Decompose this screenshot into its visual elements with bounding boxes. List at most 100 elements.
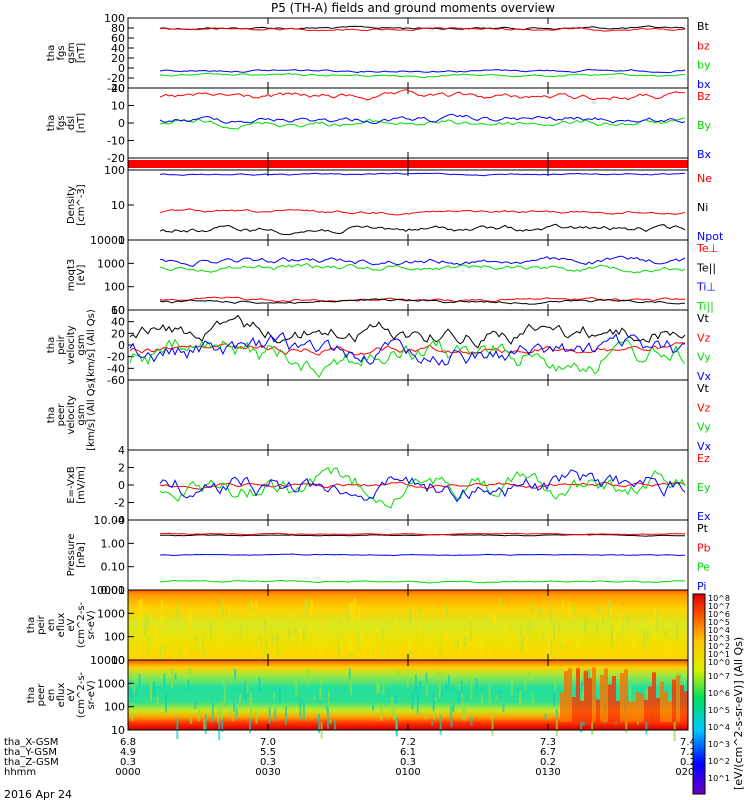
y-axis-label: sr-eV) xyxy=(86,680,97,709)
x-row-value: 6.7 xyxy=(540,747,556,758)
series-line-bz xyxy=(159,26,686,32)
spectrogram-texture xyxy=(133,685,136,695)
spectrogram-texture xyxy=(187,680,190,690)
spectrogram-texture xyxy=(279,686,282,704)
spectrogram-texture xyxy=(312,646,315,650)
spectrogram-texture xyxy=(660,681,664,722)
spectrogram-texture xyxy=(568,668,572,722)
colorbar-tick-label: 10^6 xyxy=(708,610,730,619)
y-tick-label: -20 xyxy=(107,152,125,165)
spectrogram-texture xyxy=(640,693,644,722)
spectrogram-texture xyxy=(339,615,342,626)
y-axis-label: tha xyxy=(26,687,37,703)
panel-pressure: 10.00 1.00 0.10 0.01 Pressure [nPa] Pt Pb Pe Pi xyxy=(66,514,711,597)
legend-bz: Bz xyxy=(697,90,711,103)
spectrogram-texture xyxy=(353,598,356,619)
y-tick-label: 10000 xyxy=(90,234,125,247)
spectrogram-texture xyxy=(612,676,616,722)
spectrogram-texture xyxy=(254,642,257,648)
spectrogram-texture xyxy=(144,626,147,636)
spectrogram-texture xyxy=(160,599,163,620)
colorbar-tick-label: 10^4 xyxy=(708,626,730,635)
spectrogram-texture xyxy=(580,720,583,733)
x-axis-labels: tha_X-GSM 6.8 7.0 7.2 7.3 7.4 tha_Y-GSM 4.9 5.5 6… xyxy=(4,737,701,778)
spectrogram-texture xyxy=(510,633,513,643)
x-row-value: 0030 xyxy=(255,767,280,778)
spectrogram-texture xyxy=(499,598,502,607)
spectrogram-texture xyxy=(452,703,455,713)
spectrogram-texture xyxy=(294,628,297,635)
spectrogram-texture xyxy=(239,625,242,638)
spectrogram-texture xyxy=(171,668,174,688)
x-row-label: tha_Y-GSM xyxy=(4,747,57,758)
spectrogram-texture xyxy=(588,678,592,722)
legend-vx: Vx xyxy=(697,370,712,383)
legend-vy: Vy xyxy=(697,351,711,364)
spectrogram-texture xyxy=(652,672,656,722)
spectrogram-texture xyxy=(276,632,279,643)
y-axis-label: [nT] xyxy=(76,113,87,133)
spectrogram-texture xyxy=(382,629,385,640)
spectrogram-texture xyxy=(202,636,205,654)
spectrogram-texture xyxy=(524,680,527,691)
y-axis-label: (cm^2-s- xyxy=(76,671,87,718)
spectrogram-texture xyxy=(273,692,276,699)
spectrogram-texture xyxy=(417,692,420,699)
spectrogram-texture xyxy=(376,683,379,694)
spectrogram-texture xyxy=(620,673,624,722)
spectrogram-texture xyxy=(644,699,648,722)
spectrogram-texture xyxy=(553,624,556,643)
spectrogram-texture xyxy=(561,599,564,611)
spectrogram-texture xyxy=(474,648,477,653)
spectrogram-texture xyxy=(439,714,442,735)
y-tick-label: 40 xyxy=(111,316,125,329)
spectrogram-texture xyxy=(373,627,376,647)
y-axis-label: [nT] xyxy=(76,43,87,63)
spectrogram-texture xyxy=(642,631,645,650)
spectrogram-texture xyxy=(645,721,648,735)
spectrogram-texture xyxy=(510,676,513,696)
legend-by: By xyxy=(697,119,712,132)
spectrogram-texture xyxy=(148,624,151,637)
spectrogram-texture xyxy=(543,650,546,659)
spectrogram-texture xyxy=(203,719,206,731)
spectrogram-texture xyxy=(542,633,545,643)
spectrogram-texture xyxy=(258,677,261,693)
series-line-ne xyxy=(159,208,686,216)
spectrogram-texture xyxy=(249,717,252,734)
y-tick-label: 0.10 xyxy=(101,561,126,574)
x-row-value: 7.4 xyxy=(680,737,696,748)
y-tick-label: 1 xyxy=(118,234,125,247)
spectrogram-texture xyxy=(284,713,287,726)
y-tick-label: -60 xyxy=(107,374,125,387)
panel-peer_spec: 10000 1000 100 10 tha peer en eflux eV (cm^2-s-sr… xyxy=(26,654,689,741)
spectrogram-texture xyxy=(624,669,628,722)
y-axis-label: tha xyxy=(46,115,57,131)
x-row-value: 0000 xyxy=(115,767,140,778)
legend-npot: Npot xyxy=(697,230,724,243)
spectrogram-texture xyxy=(419,621,422,636)
y-axis-label: gsm xyxy=(76,404,87,425)
spectrogram-texture xyxy=(470,621,472,642)
y-axis-label: eV xyxy=(66,688,77,701)
colorbar-tick-label: 10^2 xyxy=(708,642,730,651)
legend-pe: Pe xyxy=(697,561,710,574)
colorbar: [eV/(cm^2-s-sr-eV)] (All Qs) 10^810^710^… xyxy=(692,593,745,795)
series-line-pe xyxy=(159,579,686,584)
y-tick-label: 10000 xyxy=(90,654,125,667)
spectrogram-texture xyxy=(462,707,465,721)
spectrogram-texture xyxy=(464,707,467,721)
series-line-ex xyxy=(159,469,686,503)
spectrogram-texture xyxy=(160,618,163,629)
spectrogram-texture xyxy=(664,637,667,655)
spectrogram-texture xyxy=(673,721,676,741)
spectrogram-texture xyxy=(131,682,134,689)
spectrogram-texture xyxy=(253,637,256,656)
colorbar-label: [eV/(cm^2-s-sr-eV)] (All Qs) xyxy=(732,637,745,790)
y-axis-label: moqt3 xyxy=(66,259,77,292)
spectrogram-texture xyxy=(148,675,151,681)
spectrogram-texture xyxy=(189,609,192,624)
spectrogram-texture xyxy=(320,674,322,685)
y-tick-label: 60 xyxy=(111,32,125,45)
